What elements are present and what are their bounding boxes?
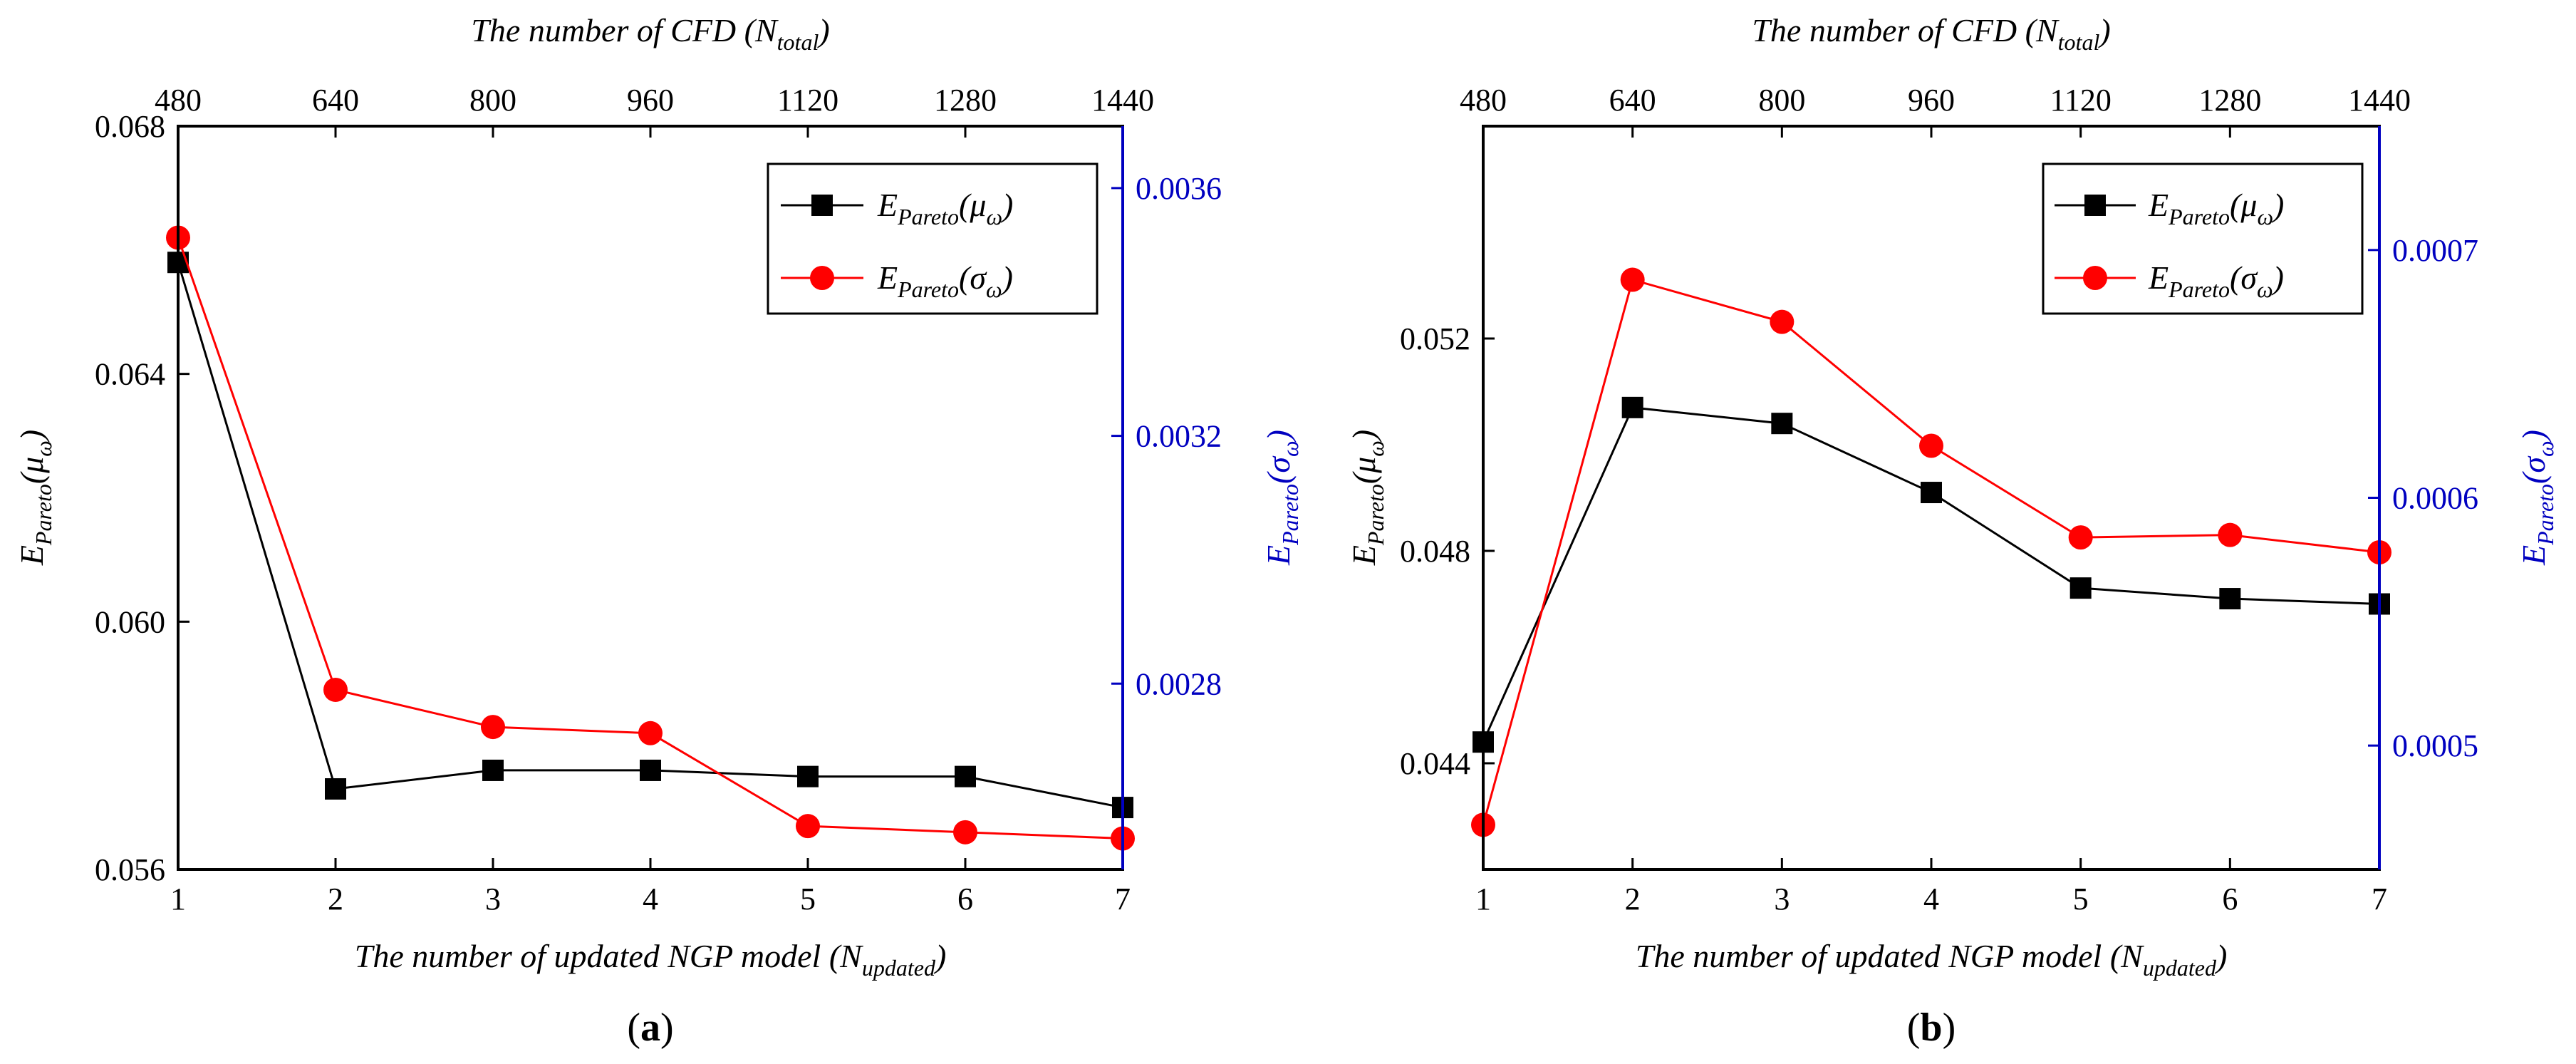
y-axis-title-right-b: EPareto(σω) <box>2515 430 2558 566</box>
point-mu-a-3 <box>640 759 661 781</box>
point-sigma-a-5 <box>953 820 977 845</box>
point-mu-a-4 <box>797 765 819 787</box>
top-x-tick-label-b-0: 480 <box>1460 83 1507 118</box>
x-axis-title-b: The number of updated NGP model (Nupdate… <box>1636 938 2228 981</box>
series-layer-a <box>166 225 1135 851</box>
chart-panel-a: 1 480 2 640 3 800 4 960 5 1120 6 1280 7 1440 0.056 0.06… <box>14 12 1303 1050</box>
legend-a: EPareto(μω) EPareto(σω) <box>767 162 1099 315</box>
y-axis-title-right-a: EPareto(σω) <box>1260 430 1303 566</box>
y-left-tick-label-a-1: 0.060 <box>95 604 165 639</box>
series-line-sigma-a <box>177 237 1123 840</box>
top-x-tick-label-a-3: 960 <box>627 83 674 118</box>
ticks-layer-a: 1 480 2 640 3 800 4 960 5 1120 6 1280 7 1440 0.056 0.06… <box>95 83 1222 916</box>
top-x-tick-label-a-2: 800 <box>469 83 516 118</box>
panel-label-b: (b) <box>1907 1006 1956 1050</box>
panel-label-a: (a) <box>627 1006 673 1050</box>
series-layer-b <box>1471 267 2391 837</box>
top-x-tick-label-b-3: 960 <box>1908 83 1955 118</box>
y-left-tick-label-b-1: 0.048 <box>1400 534 1470 569</box>
y-axis-title-left-b: EPareto(μω) <box>1346 430 1388 566</box>
top-x-tick-label-a-5: 1280 <box>934 83 997 118</box>
top-x-tick-label-a-0: 480 <box>155 83 202 118</box>
chart-panel-b: 1 480 2 640 3 800 4 960 5 1120 6 1280 7 1440 0.044 0.04… <box>1346 12 2558 1050</box>
x-tick-label-b-4: 5 <box>2073 882 2089 916</box>
y-left-tick-label-b-0: 0.044 <box>1400 746 1470 781</box>
point-mu-b-3 <box>1921 482 1942 504</box>
x-tick-label-b-1: 2 <box>1625 882 1641 916</box>
ticks-layer-b: 1 480 2 640 3 800 4 960 5 1120 6 1280 7 1440 0.044 0.04… <box>1400 83 2478 916</box>
top-x-tick-label-b-5: 1280 <box>2198 83 2261 118</box>
point-mu-a-2 <box>482 759 504 781</box>
x-tick-label-a-4: 5 <box>800 882 816 916</box>
point-mu-b-1 <box>1621 396 1643 418</box>
y-left-tick-label-a-2: 0.064 <box>95 357 165 392</box>
point-mu-b-2 <box>1771 413 1793 435</box>
x-tick-label-a-3: 4 <box>643 882 658 916</box>
y-left-tick-label-a-0: 0.056 <box>95 852 165 887</box>
y-axis-title-left-a: EPareto(μω) <box>14 430 56 566</box>
legend-marker-mu-a <box>811 195 833 216</box>
point-sigma-b-4 <box>2068 525 2093 550</box>
y-left-tick-label-b-2: 0.052 <box>1400 321 1470 356</box>
x-tick-label-a-2: 3 <box>485 882 501 916</box>
x-tick-label-a-6: 7 <box>1115 882 1131 916</box>
legend-label-sigma-a: EPareto(σω) <box>877 259 1013 302</box>
x-tick-label-b-2: 3 <box>1774 882 1790 916</box>
legend-label-mu-b: EPareto(μω) <box>2148 187 2284 229</box>
point-mu-b-4 <box>2069 577 2092 599</box>
x-axis-title-a: The number of updated NGP model (Nupdate… <box>355 938 947 981</box>
top-x-tick-label-a-6: 1440 <box>1091 83 1154 118</box>
x-tick-label-b-6: 7 <box>2372 882 2387 916</box>
y-right-tick-label-b-2: 0.0007 <box>2392 233 2478 268</box>
point-sigma-a-4 <box>796 814 820 839</box>
top-x-tick-label-b-1: 640 <box>1609 83 1656 118</box>
point-mu-a-1 <box>325 778 346 800</box>
legend-marker-sigma-b <box>2083 266 2107 290</box>
x-tick-label-b-0: 1 <box>1475 882 1491 916</box>
y-right-tick-label-b-1: 0.0006 <box>2392 481 2478 516</box>
x-tick-label-b-3: 4 <box>1923 882 1939 916</box>
top-x-tick-label-b-6: 1440 <box>2348 83 2411 118</box>
legend-marker-sigma-a <box>810 266 834 290</box>
legend-marker-mu-b <box>2084 195 2106 216</box>
top-x-tick-label-a-4: 1120 <box>777 83 838 118</box>
top-axis-title-b: The number of CFD (Ntotal) <box>1752 12 2110 55</box>
y-right-tick-label-a-1: 0.0032 <box>1136 419 1222 454</box>
point-sigma-b-2 <box>1770 309 1795 334</box>
series-line-sigma-b <box>1482 278 2380 825</box>
point-sigma-b-1 <box>1620 267 1645 292</box>
x-tick-label-a-5: 6 <box>957 882 973 916</box>
y-right-tick-label-b-0: 0.0005 <box>2392 728 2478 763</box>
legend-b: EPareto(μω) EPareto(σω) <box>2042 162 2364 315</box>
top-axis-title-a: The number of CFD (Ntotal) <box>471 12 829 55</box>
point-sigma-b-5 <box>2218 522 2243 547</box>
point-sigma-b-3 <box>1919 433 1943 458</box>
x-tick-label-b-5: 6 <box>2222 882 2238 916</box>
point-sigma-a-3 <box>638 720 663 745</box>
point-sigma-a-2 <box>481 715 505 740</box>
point-mu-b-5 <box>2219 588 2241 610</box>
top-x-tick-label-b-4: 1120 <box>2050 83 2111 118</box>
x-tick-label-a-0: 1 <box>170 882 186 916</box>
y-right-tick-label-a-0: 0.0028 <box>1136 666 1222 701</box>
point-sigma-a-1 <box>323 677 348 702</box>
point-mu-a-5 <box>955 765 976 787</box>
y-right-tick-label-a-2: 0.0036 <box>1136 171 1222 206</box>
y-left-tick-label-a-3: 0.068 <box>95 109 165 144</box>
top-x-tick-label-a-1: 640 <box>312 83 359 118</box>
legend-label-sigma-b: EPareto(σω) <box>2148 259 2284 302</box>
legend-label-mu-a: EPareto(μω) <box>877 187 1013 229</box>
top-x-tick-label-b-2: 800 <box>1758 83 1805 118</box>
x-tick-label-a-1: 2 <box>328 882 343 916</box>
